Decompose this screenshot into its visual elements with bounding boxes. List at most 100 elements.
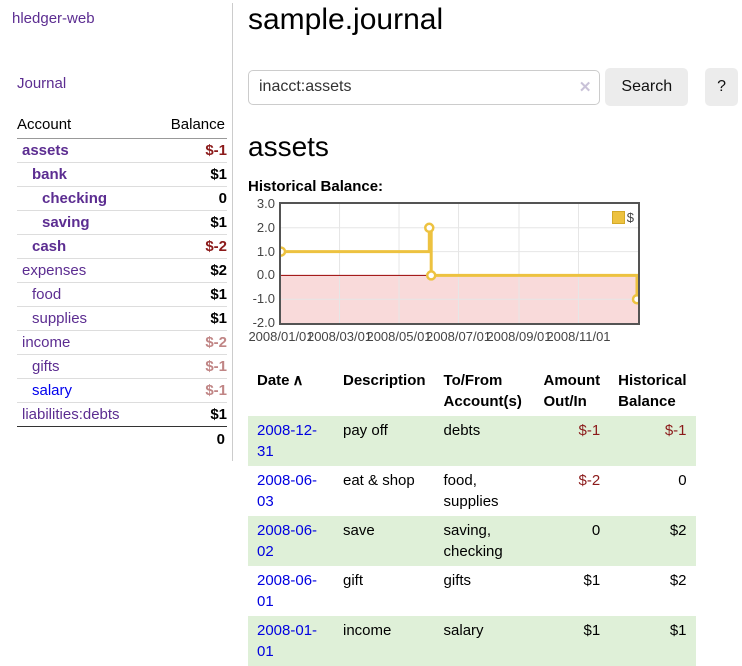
transaction-balance: $2	[669, 522, 687, 539]
account-row: cash $-2	[17, 234, 227, 259]
register-header-accounts: To/From Account(s)	[443, 372, 522, 410]
transaction-balance: $1	[669, 622, 687, 639]
accounts-total-row: 0	[17, 427, 227, 452]
app-title-link[interactable]: hledger-web	[12, 10, 95, 27]
account-heading: assets	[248, 131, 329, 162]
register-header-date[interactable]: Date ∧	[257, 372, 304, 389]
transaction-row: 2008-12-31 pay off debts $-1 $-1	[248, 416, 696, 466]
search-box: ✕	[248, 69, 601, 105]
account-link[interactable]: bank	[32, 166, 68, 183]
account-balance: $1	[210, 286, 227, 303]
account-row: income $-2	[17, 330, 227, 355]
account-link[interactable]: food	[32, 286, 62, 303]
transaction-description: gift	[343, 572, 364, 589]
transaction-amount: $1	[583, 572, 601, 589]
chart-plot: $	[275, 202, 643, 325]
transaction-row: 2008-01-01 income salary $1 $1	[248, 616, 696, 666]
search-form: ✕ Search ?	[248, 68, 738, 106]
transaction-row: 2008-06-03 eat & shop food, supplies $-2…	[248, 466, 696, 516]
transaction-description: save	[343, 522, 375, 539]
account-link[interactable]: saving	[42, 214, 90, 231]
chart-legend: $	[611, 210, 634, 225]
account-link[interactable]: checking	[42, 190, 108, 207]
account-balance: $1	[210, 214, 227, 231]
chart-title: Historical Balance:	[248, 178, 384, 195]
transaction-date-link[interactable]: 2008-06-01	[257, 572, 318, 610]
transaction-row: 2008-06-02 save saving, checking 0 $2	[248, 516, 696, 566]
legend-label: $	[626, 210, 634, 225]
account-balance: $-2	[205, 238, 227, 255]
account-row: salary $-1	[17, 378, 227, 403]
nav-journal-link[interactable]: Journal	[17, 75, 67, 92]
transaction-accounts: saving, checking	[443, 522, 503, 560]
account-link[interactable]: expenses	[22, 262, 87, 279]
transaction-date-link[interactable]: 2008-12-31	[257, 422, 318, 460]
account-link[interactable]: liabilities:debts	[22, 406, 120, 423]
account-row: gifts $-1	[17, 354, 227, 379]
transaction-amount: $-2	[578, 472, 601, 489]
account-balance: 0	[218, 190, 227, 207]
transaction-balance: 0	[678, 472, 687, 489]
transaction-description: pay off	[343, 422, 388, 439]
transaction-amount: $1	[583, 622, 601, 639]
account-row: supplies $1	[17, 306, 227, 331]
accounts-header-account: Account	[17, 113, 153, 139]
transaction-row: 2008-06-01 gift gifts $1 $2	[248, 566, 696, 616]
accounts-header-row: Account Balance	[17, 113, 227, 139]
account-row: assets $-1	[17, 138, 227, 163]
account-link[interactable]: gifts	[32, 358, 60, 375]
account-link[interactable]: salary	[32, 382, 73, 399]
account-link[interactable]: supplies	[32, 310, 88, 327]
account-balance: $1	[210, 406, 227, 423]
account-balance: $1	[210, 166, 227, 183]
transaction-accounts: salary	[443, 622, 484, 639]
account-link[interactable]: assets	[22, 142, 69, 159]
register-header-amount: Amount Out/In	[543, 372, 601, 410]
account-link[interactable]: cash	[32, 238, 67, 255]
transaction-balance: $-1	[664, 422, 687, 439]
account-link[interactable]: income	[22, 334, 71, 351]
page-title: sample.journal	[248, 3, 444, 36]
clear-search-icon[interactable]: ✕	[578, 78, 592, 96]
sort-ascending-icon: ∧	[292, 372, 304, 389]
transaction-date-link[interactable]: 2008-06-03	[257, 472, 318, 510]
transaction-date-link[interactable]: 2008-06-02	[257, 522, 318, 560]
transaction-amount: $-1	[578, 422, 601, 439]
accounts-table: Account Balance assets $-1 bank	[17, 113, 227, 451]
account-balance: $-2	[205, 334, 227, 351]
account-row: saving $1	[17, 210, 227, 235]
account-row: expenses $2	[17, 258, 227, 283]
accounts-header-balance: Balance	[152, 113, 227, 139]
account-row: liabilities:debts $1	[17, 402, 227, 427]
historical-balance-chart: 3.0 2.0 1.0 0.0 -1.0 -2.0 $ 2008/01/01 2008/03…	[248, 196, 738, 347]
chart-x-axis: 2008/01/01 2008/03/01 2008/05/01 2008/07/01…	[248, 329, 611, 344]
transaction-description: income	[343, 622, 392, 639]
search-button[interactable]: Search	[605, 68, 689, 106]
transaction-accounts: gifts	[443, 572, 472, 589]
account-row: bank $1	[17, 162, 227, 187]
register-header-description: Description	[343, 372, 426, 389]
chart-y-axis: 3.0 2.0 1.0 0.0 -1.0 -2.0	[252, 196, 275, 330]
legend-swatch-icon	[611, 211, 625, 224]
account-row: food $1	[17, 282, 227, 307]
transaction-accounts: debts	[443, 422, 481, 439]
register-table: Date ∧ Description To/From Account(s) Amo…	[248, 366, 696, 666]
register-header-row: Date ∧ Description To/From Account(s) Amo…	[248, 366, 696, 416]
search-input[interactable]	[248, 69, 601, 105]
transaction-amount: 0	[591, 522, 601, 539]
account-balance: $1	[210, 310, 227, 327]
transaction-balance: $2	[669, 572, 687, 589]
transaction-description: eat & shop	[343, 472, 415, 489]
account-balance: $-1	[205, 142, 227, 159]
account-balance: $2	[210, 262, 227, 279]
register-header-balance: Historical Balance	[618, 372, 687, 410]
main-content: sample.journal ✕ Search ? assets Histori…	[233, 3, 742, 666]
transaction-accounts: food, supplies	[443, 472, 499, 510]
account-balance: $-1	[205, 358, 227, 375]
transaction-date-link[interactable]: 2008-01-01	[257, 622, 318, 660]
help-button[interactable]: ?	[705, 68, 738, 106]
account-balance: $-1	[205, 382, 227, 399]
sidebar: hledger-web Journal Account Balance asse…	[0, 3, 233, 461]
accounts-total: 0	[216, 431, 225, 448]
account-row: checking 0	[17, 186, 227, 211]
